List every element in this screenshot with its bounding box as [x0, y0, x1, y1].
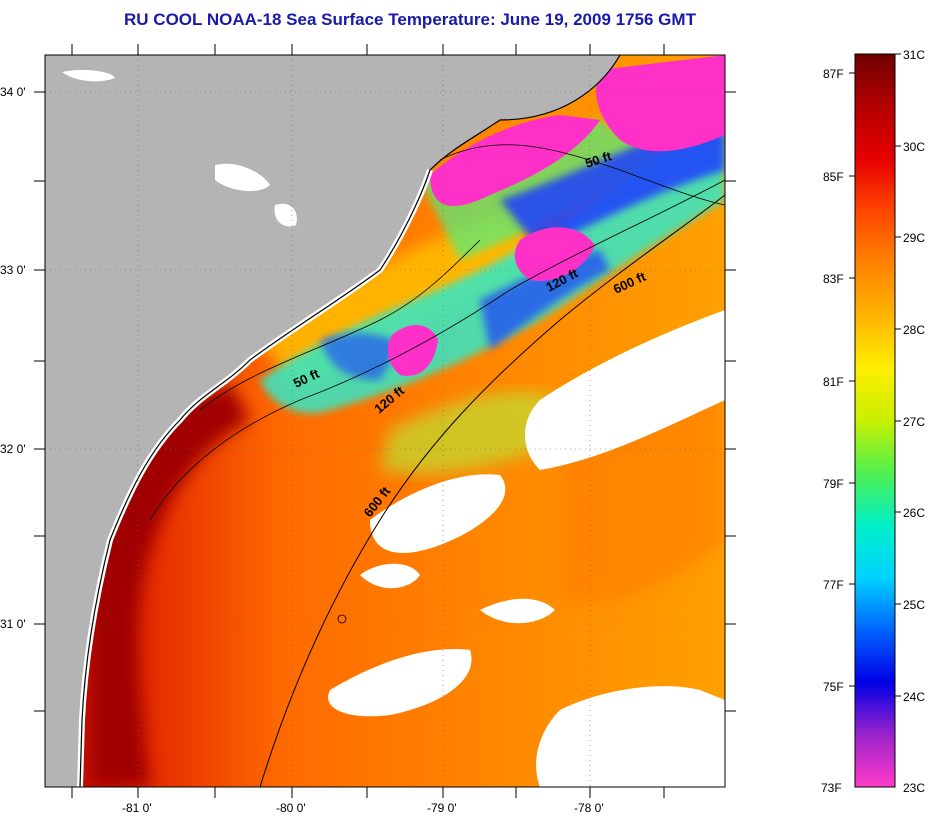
land-mass	[45, 55, 620, 787]
cloud-patch-4	[328, 649, 472, 717]
cloud-patch-1	[525, 310, 725, 470]
graticule	[45, 55, 725, 787]
map-frame	[44, 54, 726, 788]
cloud-patch-2	[370, 474, 506, 553]
chart-title: RU COOL NOAA-18 Sea Surface Temperature:…	[124, 10, 696, 29]
lat-label-32: 32 0'	[0, 442, 26, 456]
cold-water-magenta-3	[514, 227, 595, 281]
station-marker	[337, 614, 347, 624]
land-cloud-3	[62, 70, 115, 82]
cold-water-magenta-2	[596, 55, 725, 152]
cold-streak-blue-3	[320, 333, 400, 380]
cold-streak-blue	[500, 120, 725, 250]
lon-label-80: -80 0'	[276, 801, 306, 815]
offshore-green-patch	[380, 391, 560, 474]
cloud-patch-6	[480, 598, 555, 624]
cold-water-magenta-4	[387, 324, 438, 376]
map-image	[45, 55, 725, 787]
cold-water-magenta-1	[430, 115, 600, 207]
coastline	[79, 55, 621, 787]
contour-50ft-south	[199, 239, 481, 411]
axis-ticks	[34, 44, 736, 798]
lon-label-79: -79 0'	[427, 801, 457, 815]
lon-label-81: -81 0'	[122, 801, 152, 815]
lat-label-31: 31 0'	[0, 617, 26, 631]
cloud-patch-3	[360, 563, 420, 589]
cloud-patch-5	[536, 686, 725, 787]
lon-label-78: -78 0'	[574, 801, 604, 815]
contour-600ft	[259, 194, 725, 787]
land-cloud-1	[215, 163, 270, 192]
land-cloud-2	[274, 203, 297, 227]
lat-label-33: 33 0'	[0, 263, 26, 277]
cold-streak-blue-2	[480, 250, 610, 350]
contour-120ft	[149, 179, 725, 521]
lat-label-34: 34 0'	[0, 85, 26, 99]
